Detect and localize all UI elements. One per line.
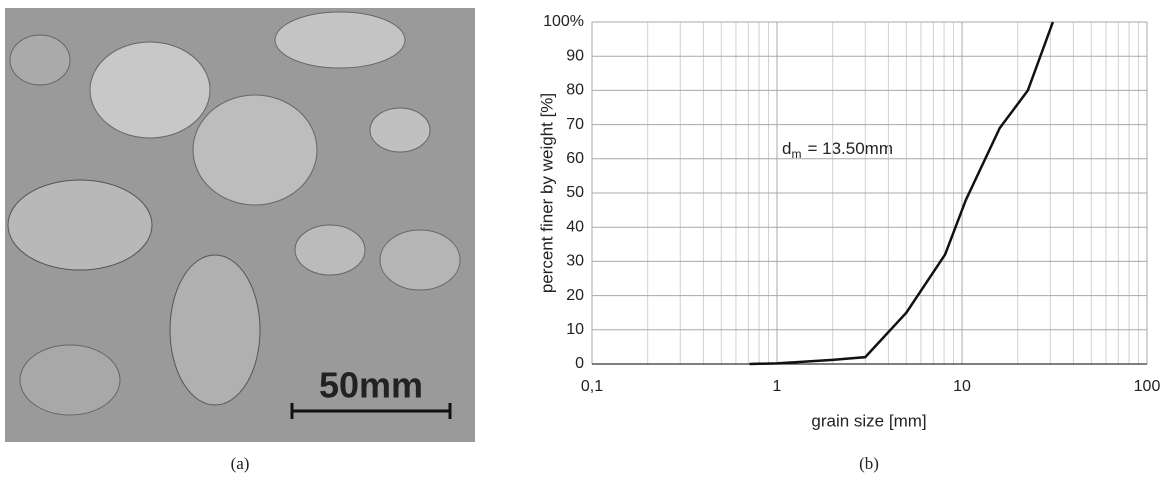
x-tick-label: 1 — [773, 378, 782, 395]
y-tick-label: 10 — [566, 321, 584, 338]
y-axis-title: percent finer by weight [%] — [537, 93, 556, 293]
caption: (b) — [859, 454, 879, 473]
y-tick-label: 0 — [575, 355, 584, 372]
y-tick-label: 90 — [566, 47, 584, 64]
data-line — [749, 21, 1055, 366]
x-tick-label: 10 — [953, 378, 971, 395]
y-tick-label: 30 — [566, 253, 584, 270]
scale-bar-label: 50mm — [319, 365, 423, 406]
y-tick-label: 20 — [566, 287, 584, 304]
y-tick-label: 80 — [566, 82, 584, 99]
y-tick-label: 40 — [566, 218, 584, 235]
photo: 50mm — [5, 8, 475, 442]
y-tick-label: 60 — [566, 150, 584, 167]
y-tick-label: 50 — [566, 184, 584, 201]
caption: (a) — [231, 454, 250, 473]
x-tick-label: 0,1 — [581, 378, 603, 395]
annotation: dm = 13.50mm — [782, 139, 893, 161]
y-tick-label: 100% — [543, 13, 584, 30]
x-axis-title: grain size [mm] — [811, 411, 926, 430]
x-tick-label: 100 — [1134, 378, 1161, 395]
y-tick-label: 70 — [566, 116, 584, 133]
